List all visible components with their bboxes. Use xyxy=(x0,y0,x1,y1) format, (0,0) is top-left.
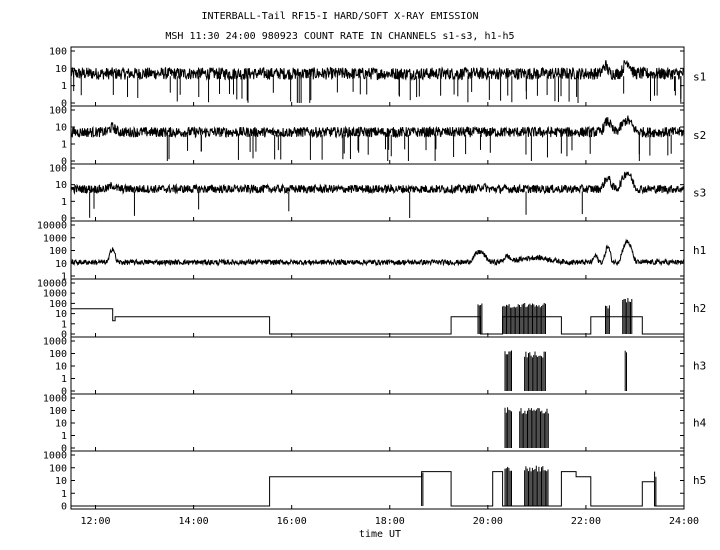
channel-label-s1: s1 xyxy=(693,71,706,84)
y-tick-label: 1 xyxy=(61,431,67,442)
y-tick-label: 100 xyxy=(49,246,67,257)
y-tick-label: 0 xyxy=(61,444,67,455)
y-tick-label: 10000 xyxy=(37,221,67,232)
y-tick-label: 10 xyxy=(55,419,67,430)
channel-label-s2: s2 xyxy=(693,129,706,142)
y-tick-label: 10 xyxy=(55,64,67,75)
x-tick-label: 18:00 xyxy=(375,516,405,527)
burst xyxy=(421,472,424,506)
panel-frame xyxy=(70,336,685,395)
burst xyxy=(524,351,546,391)
panel-frame xyxy=(70,278,685,338)
y-tick-label: 1 xyxy=(61,140,67,151)
y-tick-label: 10 xyxy=(55,309,67,320)
y-tick-label: 100 xyxy=(49,164,67,175)
y-tick-label: 1 xyxy=(61,81,67,92)
y-tick-label: 0 xyxy=(61,214,67,225)
y-tick-label: 100 xyxy=(49,106,67,117)
burst xyxy=(605,305,610,334)
y-tick-label: 1000 xyxy=(43,451,67,462)
burst xyxy=(504,350,512,391)
y-tick-label: 10 xyxy=(55,259,67,270)
y-tick-label: 1000 xyxy=(43,233,67,244)
panel-frame xyxy=(70,450,685,510)
y-tick-label: 10 xyxy=(55,123,67,134)
y-tick-label: 100 xyxy=(49,406,67,417)
x-tick-label: 16:00 xyxy=(277,516,307,527)
y-tick-label: 0 xyxy=(61,330,67,341)
y-tick-label: 100 xyxy=(49,349,67,360)
x-tick-label: 24:00 xyxy=(669,516,699,527)
channel-label-s3: s3 xyxy=(693,187,706,200)
panel-frame xyxy=(70,220,685,280)
x-tick-label: 22:00 xyxy=(571,516,601,527)
channel-label-h3: h3 xyxy=(693,360,706,373)
y-tick-label: 1 xyxy=(61,489,67,500)
channel-label-h1: h1 xyxy=(693,244,706,257)
y-tick-label: 0 xyxy=(61,157,67,168)
burst xyxy=(524,465,549,506)
y-tick-label: 0 xyxy=(61,99,67,110)
x-axis-label: time UT xyxy=(359,529,401,540)
y-tick-label: 1000 xyxy=(43,394,67,405)
channel-label-h5: h5 xyxy=(693,474,706,487)
burst xyxy=(477,303,483,334)
y-tick-label: 1 xyxy=(61,319,67,330)
y-tick-label: 1 xyxy=(61,374,67,385)
step-series-h5 xyxy=(71,471,684,507)
chart-title: INTERBALL-Tail RF15-I HARD/SOFT X-RAY EM… xyxy=(202,11,479,22)
channel-label-h4: h4 xyxy=(693,417,707,430)
y-tick-label: 100 xyxy=(49,47,67,58)
series-h1 xyxy=(70,238,685,267)
y-tick-label: 0 xyxy=(61,387,67,398)
y-tick-label: 100 xyxy=(49,463,67,474)
step-series-h2 xyxy=(71,308,684,335)
burst xyxy=(624,350,627,391)
y-tick-label: 10000 xyxy=(37,279,67,290)
chart-subtitle: MSH 11:30 24:00 980923 COUNT RATE IN CHA… xyxy=(165,31,514,42)
x-tick-label: 12:00 xyxy=(80,516,110,527)
x-axis: 12:00 14:00 16:00 18:00 20:00 22:00 24:00 xyxy=(80,516,699,527)
burst xyxy=(654,471,657,506)
series-s1 xyxy=(70,60,685,81)
burst xyxy=(622,298,633,334)
y-tick-label: 1000 xyxy=(43,337,67,348)
panel-frame xyxy=(70,163,685,222)
y-tick-label: 1 xyxy=(61,197,67,208)
x-tick-label: 20:00 xyxy=(473,516,503,527)
channel-label-h2: h2 xyxy=(693,302,706,315)
series-s2 xyxy=(70,115,685,139)
burst xyxy=(504,407,512,448)
y-tick-label: 1 xyxy=(61,272,67,283)
panel-frame xyxy=(70,393,685,452)
y-tick-label: 10 xyxy=(55,180,67,191)
y-tick-label: 100 xyxy=(49,299,67,310)
x-tick-label: 14:00 xyxy=(179,516,209,527)
y-tick-label: 0 xyxy=(61,502,67,513)
y-tick-label: 1000 xyxy=(43,289,67,300)
burst xyxy=(519,408,549,448)
burst xyxy=(502,303,546,334)
burst xyxy=(504,466,512,506)
panel-stack: 1001010s11001010s21001010s31000010001001… xyxy=(37,46,707,513)
series-s3 xyxy=(70,171,685,195)
y-tick-label: 10 xyxy=(55,476,67,487)
y-tick-label: 10 xyxy=(55,362,67,373)
